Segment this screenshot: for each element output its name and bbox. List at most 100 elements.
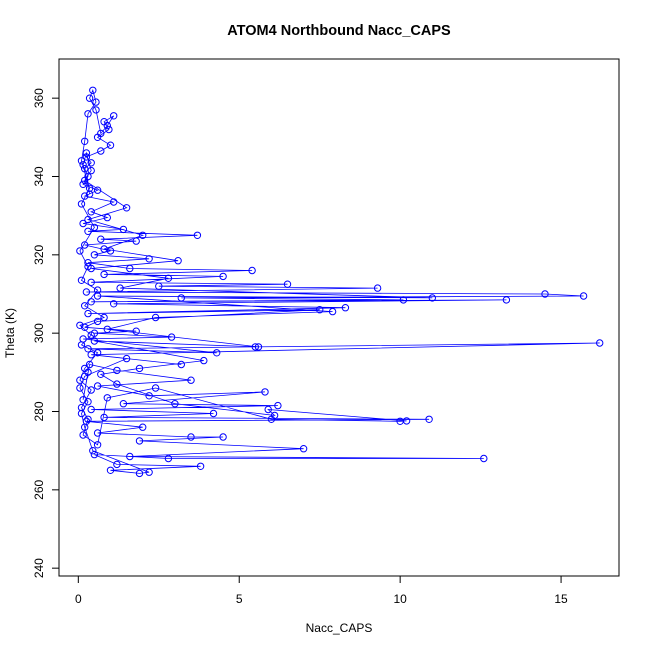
data-point (119, 225, 128, 234)
data-point (135, 364, 144, 373)
data-point (87, 405, 95, 414)
data-point (213, 349, 221, 357)
data-point (84, 259, 92, 267)
data-point (113, 366, 121, 375)
y-axis: 240 260 280 300 320 340 360 (32, 88, 60, 578)
data-point (100, 245, 108, 253)
data-point (85, 184, 94, 193)
data-point (316, 306, 324, 314)
data-point (77, 409, 86, 418)
y-tick-label: 280 (32, 401, 46, 421)
data-point (81, 372, 89, 380)
y-tick-label: 320 (32, 245, 46, 265)
data-point (81, 192, 89, 200)
data-point (89, 86, 97, 95)
y-tick-label: 260 (32, 480, 46, 500)
data-point (79, 219, 87, 228)
data-point (177, 294, 186, 302)
data-point (425, 415, 433, 423)
data-point (164, 454, 173, 463)
data-point (90, 251, 99, 259)
x-tick-label: 0 (75, 592, 82, 606)
data-point (264, 405, 272, 414)
data-point (77, 341, 86, 349)
data-point (85, 360, 94, 369)
plot-frame (58, 58, 620, 577)
data-point (90, 337, 99, 345)
data-point (76, 247, 84, 255)
data-point (87, 351, 95, 359)
data-point (81, 241, 89, 249)
data-point (87, 166, 95, 175)
data-point (97, 129, 105, 138)
data-point (428, 294, 436, 302)
data-point (82, 288, 91, 296)
data-point (106, 466, 115, 474)
data-point (193, 231, 202, 240)
data-point (84, 110, 92, 118)
data-point (84, 227, 92, 236)
y-tick-label: 360 (32, 88, 46, 108)
data-point (341, 304, 350, 312)
data-point (87, 278, 95, 286)
data-point (93, 317, 102, 326)
data-point (480, 454, 488, 463)
x-tick-label: 5 (236, 592, 243, 606)
data-point (93, 429, 102, 437)
data-point (81, 323, 89, 331)
data-point (105, 125, 113, 134)
data-point (113, 460, 121, 469)
data-point (82, 153, 91, 161)
data-point (85, 94, 94, 102)
data-point (110, 300, 118, 308)
data-point (270, 411, 279, 420)
data-point (84, 345, 92, 353)
data-point (84, 398, 92, 406)
data-point (93, 382, 102, 390)
data-point (81, 137, 89, 146)
data-point (100, 413, 108, 422)
x-axis-label: Nacc_CAPS (306, 621, 373, 635)
data-point (145, 468, 153, 476)
data-point (93, 292, 102, 300)
data-point (122, 354, 131, 363)
data-point (139, 423, 147, 431)
data-point (196, 462, 205, 470)
data-point (87, 386, 95, 394)
x-axis: 0 5 10 15 (75, 575, 568, 606)
data-point (77, 200, 86, 208)
data-point (76, 376, 84, 384)
data-point (177, 360, 186, 369)
data-point (77, 157, 86, 165)
data-point (103, 394, 112, 402)
data-point (579, 292, 588, 300)
data-point (116, 284, 124, 292)
data-point (77, 403, 86, 412)
data-point (200, 356, 208, 365)
data-point (106, 247, 115, 255)
data-point (328, 307, 337, 316)
data-point (209, 409, 218, 418)
data-point (135, 437, 144, 445)
series-layer (76, 86, 604, 478)
data-point (139, 231, 147, 240)
data-point (92, 98, 100, 106)
data-point (110, 112, 118, 120)
data-point (596, 339, 604, 347)
data-point (93, 349, 102, 357)
series-line (79, 89, 600, 474)
data-point (399, 296, 408, 304)
data-point (97, 147, 105, 155)
data-point (85, 190, 94, 198)
y-axis-label: Theta (K) (3, 308, 17, 358)
y-tick-label: 340 (32, 166, 46, 186)
data-point (171, 400, 179, 408)
data-point (87, 298, 95, 306)
data-point (110, 198, 118, 206)
x-tick-label: 10 (393, 592, 407, 606)
data-point (87, 208, 95, 216)
data-point (151, 313, 160, 322)
data-point (145, 255, 153, 263)
